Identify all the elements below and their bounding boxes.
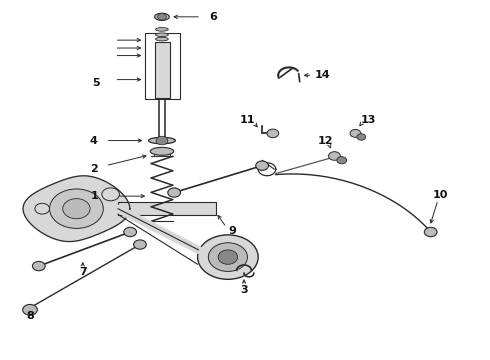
Circle shape bbox=[337, 157, 346, 164]
Circle shape bbox=[168, 188, 180, 197]
Ellipse shape bbox=[150, 147, 173, 155]
Bar bbox=[145, 33, 180, 99]
Text: 1: 1 bbox=[91, 191, 99, 201]
Circle shape bbox=[158, 14, 166, 20]
Circle shape bbox=[23, 305, 37, 315]
Circle shape bbox=[134, 240, 147, 249]
Circle shape bbox=[124, 227, 137, 237]
Circle shape bbox=[197, 235, 258, 279]
Circle shape bbox=[102, 188, 120, 201]
Circle shape bbox=[49, 189, 103, 228]
Circle shape bbox=[424, 227, 437, 237]
Text: 4: 4 bbox=[90, 136, 98, 145]
Text: 6: 6 bbox=[209, 12, 217, 22]
Text: 9: 9 bbox=[229, 226, 237, 236]
Bar bbox=[155, 42, 170, 98]
Text: 10: 10 bbox=[433, 190, 448, 200]
Circle shape bbox=[329, 152, 340, 160]
Text: 14: 14 bbox=[315, 70, 330, 80]
Text: 3: 3 bbox=[240, 285, 248, 295]
Text: 13: 13 bbox=[361, 115, 376, 125]
Ellipse shape bbox=[156, 37, 168, 41]
Bar bbox=[154, 151, 170, 156]
Circle shape bbox=[208, 243, 247, 271]
Ellipse shape bbox=[156, 28, 168, 31]
Text: 12: 12 bbox=[318, 136, 333, 145]
Circle shape bbox=[32, 261, 45, 271]
Ellipse shape bbox=[155, 13, 169, 21]
Ellipse shape bbox=[148, 137, 175, 144]
Circle shape bbox=[267, 129, 279, 138]
Text: 5: 5 bbox=[92, 78, 100, 88]
Bar bbox=[118, 202, 216, 215]
Text: 8: 8 bbox=[26, 311, 34, 321]
Text: 11: 11 bbox=[240, 115, 255, 125]
Circle shape bbox=[357, 134, 366, 140]
Text: 7: 7 bbox=[79, 267, 87, 277]
Polygon shape bbox=[23, 176, 130, 242]
Circle shape bbox=[218, 250, 238, 264]
Circle shape bbox=[350, 130, 361, 137]
Circle shape bbox=[35, 203, 49, 214]
Circle shape bbox=[256, 161, 269, 170]
Circle shape bbox=[63, 199, 90, 219]
Text: 2: 2 bbox=[90, 164, 98, 174]
Ellipse shape bbox=[156, 33, 168, 37]
Circle shape bbox=[156, 136, 168, 145]
